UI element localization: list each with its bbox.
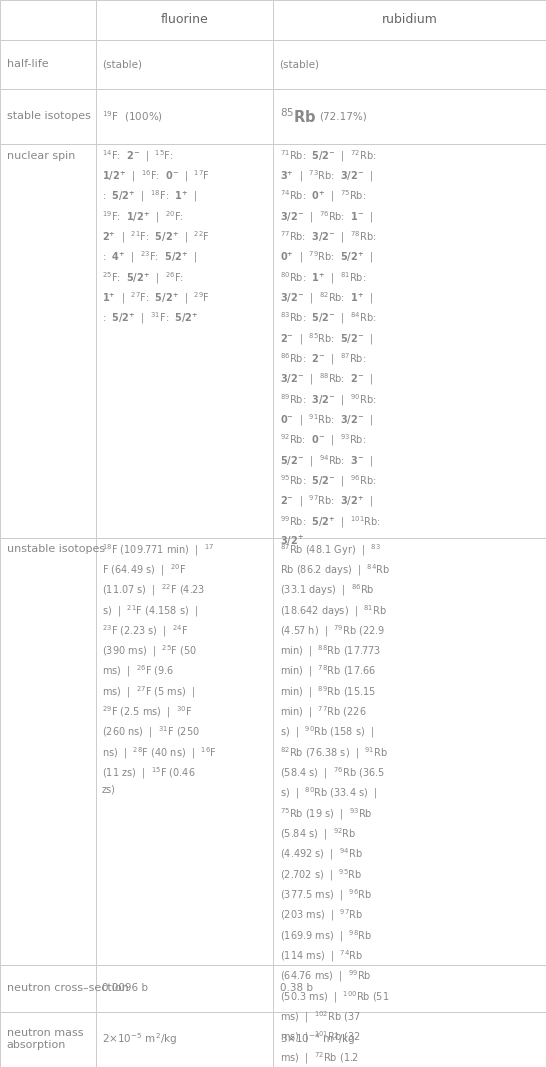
Bar: [0, 0, 96, 39]
Bar: [96, 965, 273, 1012]
Text: rubidium: rubidium: [382, 14, 437, 27]
Bar: [96, 89, 273, 144]
Text: $^{18}$F (109.771 min)  |  $^{17}$
F (64.49 s)  |  $^{20}$F
(11.07 s)  |  $^{22}: $^{18}$F (109.771 min) | $^{17}$ F (64.4…: [102, 542, 217, 794]
Text: 2×10$^{-5}$ m$^2$/kg: 2×10$^{-5}$ m$^2$/kg: [102, 1032, 177, 1047]
Text: (72.17%): (72.17%): [319, 111, 366, 122]
Text: 0.0096 b: 0.0096 b: [102, 984, 148, 993]
Bar: [0, 39, 96, 89]
Bar: [96, 1012, 273, 1067]
Bar: [273, 965, 546, 1012]
Bar: [273, 89, 546, 144]
Bar: [0, 1012, 96, 1067]
Text: $^{71}$Rb:  $\mathbf{5/2^{-}}$  |  $^{72}$Rb:
$\mathbf{3^{+}}$  |  $^{73}$Rb:  $: $^{71}$Rb: $\mathbf{5/2^{-}}$ | $^{72}$R…: [280, 148, 381, 548]
Bar: [0, 89, 96, 144]
Text: (stable): (stable): [102, 60, 142, 69]
Bar: [96, 39, 273, 89]
Bar: [96, 538, 273, 965]
Text: $^{87}$Rb (48.1 Gyr)  |  $^{83}$
Rb (86.2 days)  |  $^{84}$Rb
(33.1 days)  |  $^: $^{87}$Rb (48.1 Gyr) | $^{83}$ Rb (86.2 …: [280, 542, 390, 1067]
Text: $^{14}$F:  $\mathbf{2^{-}}$  |  $^{15}$F:
$\mathbf{1/2^{+}}$  |  $^{16}$F:  $\ma: $^{14}$F: $\mathbf{2^{-}}$ | $^{15}$F: $…: [102, 148, 210, 327]
Text: nuclear spin: nuclear spin: [7, 150, 75, 161]
Text: 0.38 b: 0.38 b: [280, 984, 312, 993]
Bar: [273, 39, 546, 89]
Text: (stable): (stable): [280, 60, 319, 69]
Text: stable isotopes: stable isotopes: [7, 111, 91, 122]
Bar: [96, 0, 273, 39]
Text: neutron cross–section: neutron cross–section: [7, 984, 128, 993]
Text: $^{85}$Rb: $^{85}$Rb: [280, 107, 316, 126]
Bar: [96, 144, 273, 538]
Bar: [0, 538, 96, 965]
Bar: [273, 1012, 546, 1067]
Text: half-life: half-life: [7, 60, 48, 69]
Bar: [0, 965, 96, 1012]
Text: fluorine: fluorine: [161, 14, 208, 27]
Text: 3×10$^{-4}$ m$^2$/kg: 3×10$^{-4}$ m$^2$/kg: [280, 1032, 355, 1047]
Bar: [273, 0, 546, 39]
Bar: [273, 144, 546, 538]
Text: $^{19}$F  (100%): $^{19}$F (100%): [102, 109, 163, 124]
Bar: [0, 144, 96, 538]
Text: unstable isotopes: unstable isotopes: [7, 544, 105, 555]
Bar: [273, 538, 546, 965]
Text: neutron mass
absorption: neutron mass absorption: [7, 1029, 83, 1050]
